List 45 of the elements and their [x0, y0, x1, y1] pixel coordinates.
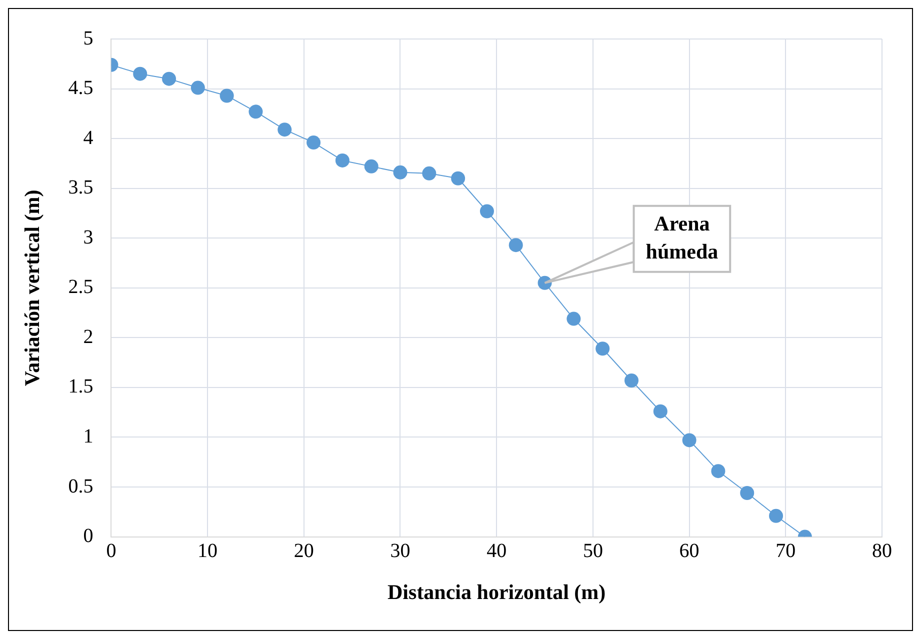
point — [624, 373, 638, 388]
y-tick-label: 3.5 — [68, 176, 94, 199]
y-tick-label: 4.5 — [68, 77, 94, 100]
point — [422, 166, 436, 180]
point — [682, 433, 696, 448]
y-tick-label: 0.5 — [68, 475, 94, 498]
point — [393, 165, 408, 180]
y-tick-label: 2.5 — [68, 276, 94, 298]
point — [133, 66, 148, 81]
point — [306, 136, 321, 150]
y-tick-label: 3 — [83, 226, 94, 248]
x-tick-label: 30 — [390, 540, 410, 562]
point — [480, 204, 494, 218]
x-tick-label: 40 — [486, 540, 507, 562]
point — [248, 104, 263, 119]
point — [220, 88, 234, 103]
point — [711, 464, 726, 478]
y-tick-label: 1 — [83, 425, 94, 448]
y-tick-label: 5 — [83, 27, 94, 50]
x-tick-label: 50 — [582, 540, 603, 562]
x-tick-label: 60 — [679, 540, 700, 562]
x-axis-title: Distancia horizontal (m) — [388, 580, 606, 604]
point — [278, 122, 292, 137]
point — [653, 404, 668, 418]
point — [162, 72, 176, 86]
point — [566, 312, 581, 326]
x-tick-label: 0 — [106, 540, 116, 562]
y-tick-label: 4 — [83, 126, 94, 149]
point — [596, 342, 610, 356]
point — [190, 80, 205, 95]
x-tick-label: 20 — [294, 540, 314, 562]
y-axis-title: Variación vertical (m) — [20, 190, 44, 386]
y-tick-label: 0 — [83, 525, 94, 548]
point — [364, 159, 378, 174]
annotation: Arena húmeda — [646, 211, 719, 264]
y-tick-label: 2 — [83, 326, 94, 348]
point — [740, 486, 754, 500]
point — [335, 153, 350, 168]
x-tick-label: 70 — [776, 540, 796, 562]
point — [451, 171, 466, 186]
y-tick-label: 1.5 — [68, 376, 94, 398]
x-tick-label: 80 — [872, 540, 892, 562]
x-tick-label: 10 — [198, 540, 218, 562]
point — [508, 238, 523, 252]
point — [769, 508, 784, 523]
